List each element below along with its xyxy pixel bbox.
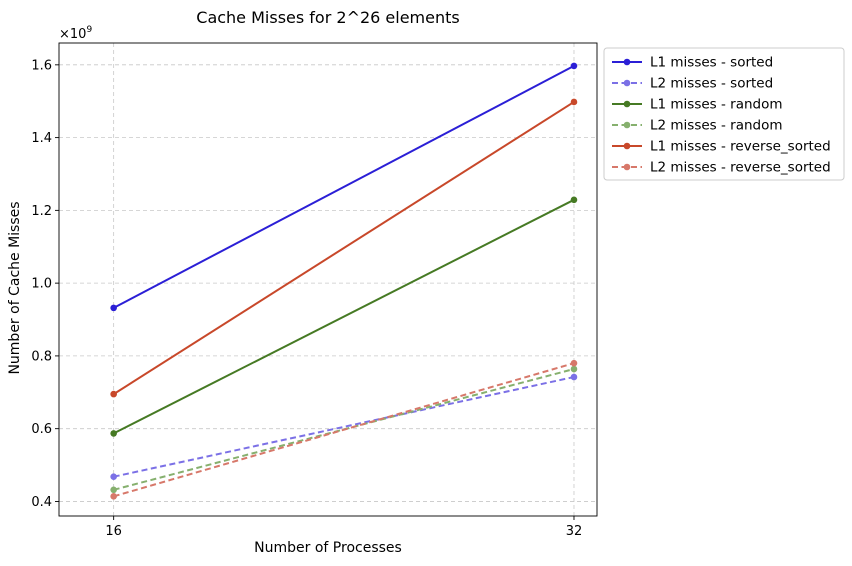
legend-marker	[623, 100, 631, 108]
chart-title: Cache Misses for 2^26 elements	[196, 8, 459, 27]
legend-marker	[623, 121, 631, 129]
legend-marker	[623, 142, 631, 150]
legend-item: L2 misses - reverse_sorted	[612, 160, 831, 176]
x-axis-label: Number of Processes	[254, 540, 402, 556]
legend-item: L1 misses - reverse_sorted	[612, 139, 831, 155]
grid	[59, 43, 597, 516]
legend-label: L2 misses - random	[650, 118, 783, 134]
legend-label: L1 misses - reverse_sorted	[650, 139, 831, 155]
data-point	[570, 196, 578, 204]
data-point	[570, 365, 578, 373]
series-1	[110, 373, 578, 481]
data-point	[110, 486, 117, 494]
legend-label: L2 misses - sorted	[650, 76, 773, 92]
series-line	[113, 198, 575, 435]
legend: L1 misses - sorted L2 misses - sorted L1 m…	[603, 47, 845, 181]
series-line	[113, 376, 575, 478]
series-line	[113, 65, 575, 309]
y-tick-label: 0.4	[31, 495, 52, 510]
data-point	[570, 373, 578, 381]
legend-marker	[623, 163, 631, 171]
y-tick-label: 0.8	[31, 349, 52, 364]
legend-item: L2 misses - random	[612, 118, 783, 134]
y-axis-label: Number of Cache Misses	[7, 201, 23, 374]
legend-item: L2 misses - sorted	[612, 76, 773, 92]
y-axis-multiplier: ×109	[59, 25, 92, 42]
legend-item: L1 misses - sorted	[612, 55, 773, 71]
plot-area-frame	[58, 42, 598, 517]
data-point	[570, 359, 578, 367]
y-tick-label: 1.4	[31, 131, 52, 146]
data-point	[110, 473, 117, 481]
data-point	[570, 98, 578, 106]
legend-label: L1 misses - sorted	[650, 55, 773, 71]
y-multiplier-exponent: 9	[86, 25, 92, 35]
series-0	[110, 62, 578, 312]
axes: 0.4 0.6 0.8 1.0 1.2 1.4 1.6 16 32	[31, 58, 582, 539]
legend-item: L1 misses - random	[612, 97, 783, 113]
y-tick-label: 1.0	[31, 277, 52, 292]
data-point	[110, 390, 117, 398]
data-point	[110, 304, 117, 312]
legend-label: L2 misses - reverse_sorted	[650, 160, 831, 176]
data-point	[110, 493, 117, 500]
legend-marker	[623, 79, 631, 87]
y-multiplier-base: ×10	[59, 27, 86, 42]
series-5	[110, 359, 578, 500]
series-2	[110, 196, 578, 437]
plot-series	[110, 62, 578, 500]
x-tick-label: 32	[566, 524, 583, 539]
series-line	[113, 362, 575, 498]
legend-box	[603, 47, 845, 181]
y-tick-label: 1.2	[31, 204, 52, 219]
legend-marker	[623, 58, 631, 66]
series-4	[110, 98, 578, 398]
x-tick-label: 16	[105, 524, 122, 539]
legend-label: L1 misses - random	[650, 97, 783, 113]
data-point	[570, 62, 578, 70]
y-tick-label: 0.6	[31, 422, 52, 437]
y-tick-label: 1.6	[31, 58, 52, 73]
data-point	[110, 430, 117, 437]
series-line	[113, 101, 575, 395]
